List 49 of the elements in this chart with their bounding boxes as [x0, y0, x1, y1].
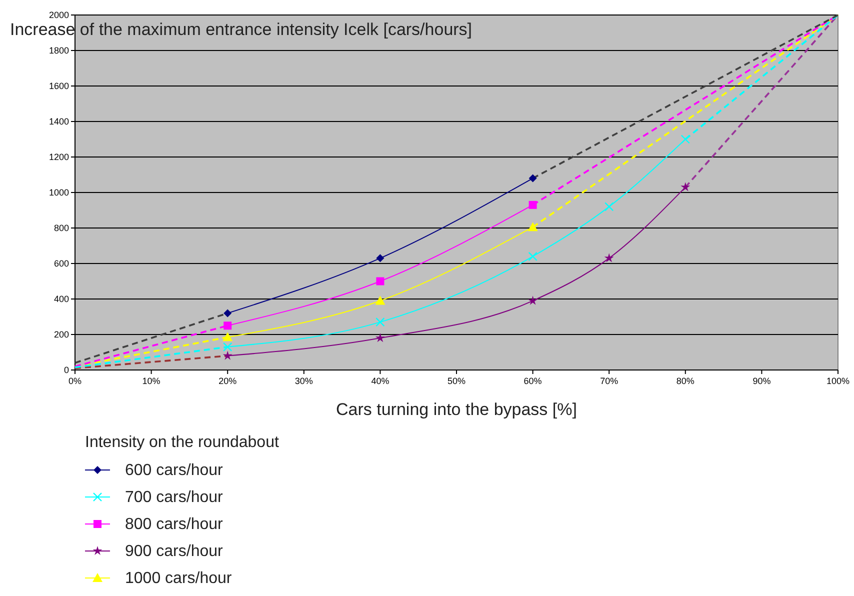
y-tick-label: 1800 [48, 46, 69, 56]
y-tick-label: 200 [54, 330, 69, 340]
y-tick-label: 1400 [48, 116, 69, 127]
x-tick-label: 100% [826, 376, 850, 386]
legend-label: 900 cars/hour [125, 543, 224, 560]
point [223, 342, 232, 352]
legend-label: 800 cars/hour [125, 516, 224, 533]
point [604, 253, 614, 262]
x-tick-label: 70% [600, 376, 618, 386]
y-tick-label: 1600 [48, 81, 69, 92]
legend-title: Intensity on the roundabout [85, 434, 280, 451]
x-tick-label: 40% [371, 376, 390, 386]
legend-label: 1000 cars/hour [125, 570, 232, 587]
y-tick-label: 2000 [48, 10, 69, 20]
point [222, 332, 233, 342]
point [376, 277, 384, 286]
x-tick-label: 0% [68, 376, 82, 386]
point [224, 322, 232, 330]
x-axis-title: Cars turning into the bypass [%] [336, 400, 577, 419]
legend-label: 600 cars/hour [125, 462, 224, 479]
point [375, 333, 385, 342]
y-tick-label: 0 [64, 365, 69, 376]
x-tick-label: 80% [676, 376, 694, 386]
point [528, 200, 537, 209]
x-tick-label: 60% [524, 376, 542, 386]
point [376, 317, 385, 327]
x-tick-label: 20% [218, 376, 237, 386]
x-tick-label: 30% [294, 376, 313, 386]
legend-label: 700 cars/hour [125, 489, 224, 506]
point [224, 309, 232, 318]
point [528, 252, 538, 261]
point [680, 182, 690, 192]
x-tick-label: 10% [142, 376, 160, 386]
y-tick-label: 1200 [48, 152, 69, 162]
point [222, 350, 232, 360]
y-axis-title: Increase of the maximum entrance intensity Icelk [cars/hours] [10, 20, 472, 39]
x-tick-label: 90% [752, 376, 771, 386]
point [528, 222, 538, 232]
point [375, 296, 386, 305]
point [376, 254, 384, 262]
y-tick-label: 600 [54, 258, 69, 269]
y-tick-label: 1000 [48, 188, 69, 198]
y-tick-label: 400 [54, 294, 69, 304]
x-tick-label: 50% [447, 376, 466, 386]
point [680, 134, 690, 144]
point [528, 174, 537, 182]
point [528, 296, 538, 305]
y-tick-label: 800 [54, 223, 69, 234]
point [604, 202, 614, 212]
